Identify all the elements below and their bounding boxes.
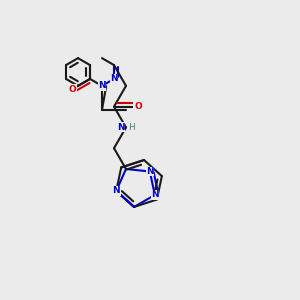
Text: N: N [151,190,159,200]
Text: O: O [68,85,76,94]
Text: H: H [124,123,136,132]
Text: N: N [117,123,124,132]
Text: N: N [146,167,154,176]
Text: N: N [110,74,118,83]
Text: N: N [112,186,120,195]
Text: O: O [134,102,142,111]
Text: N: N [98,81,106,90]
